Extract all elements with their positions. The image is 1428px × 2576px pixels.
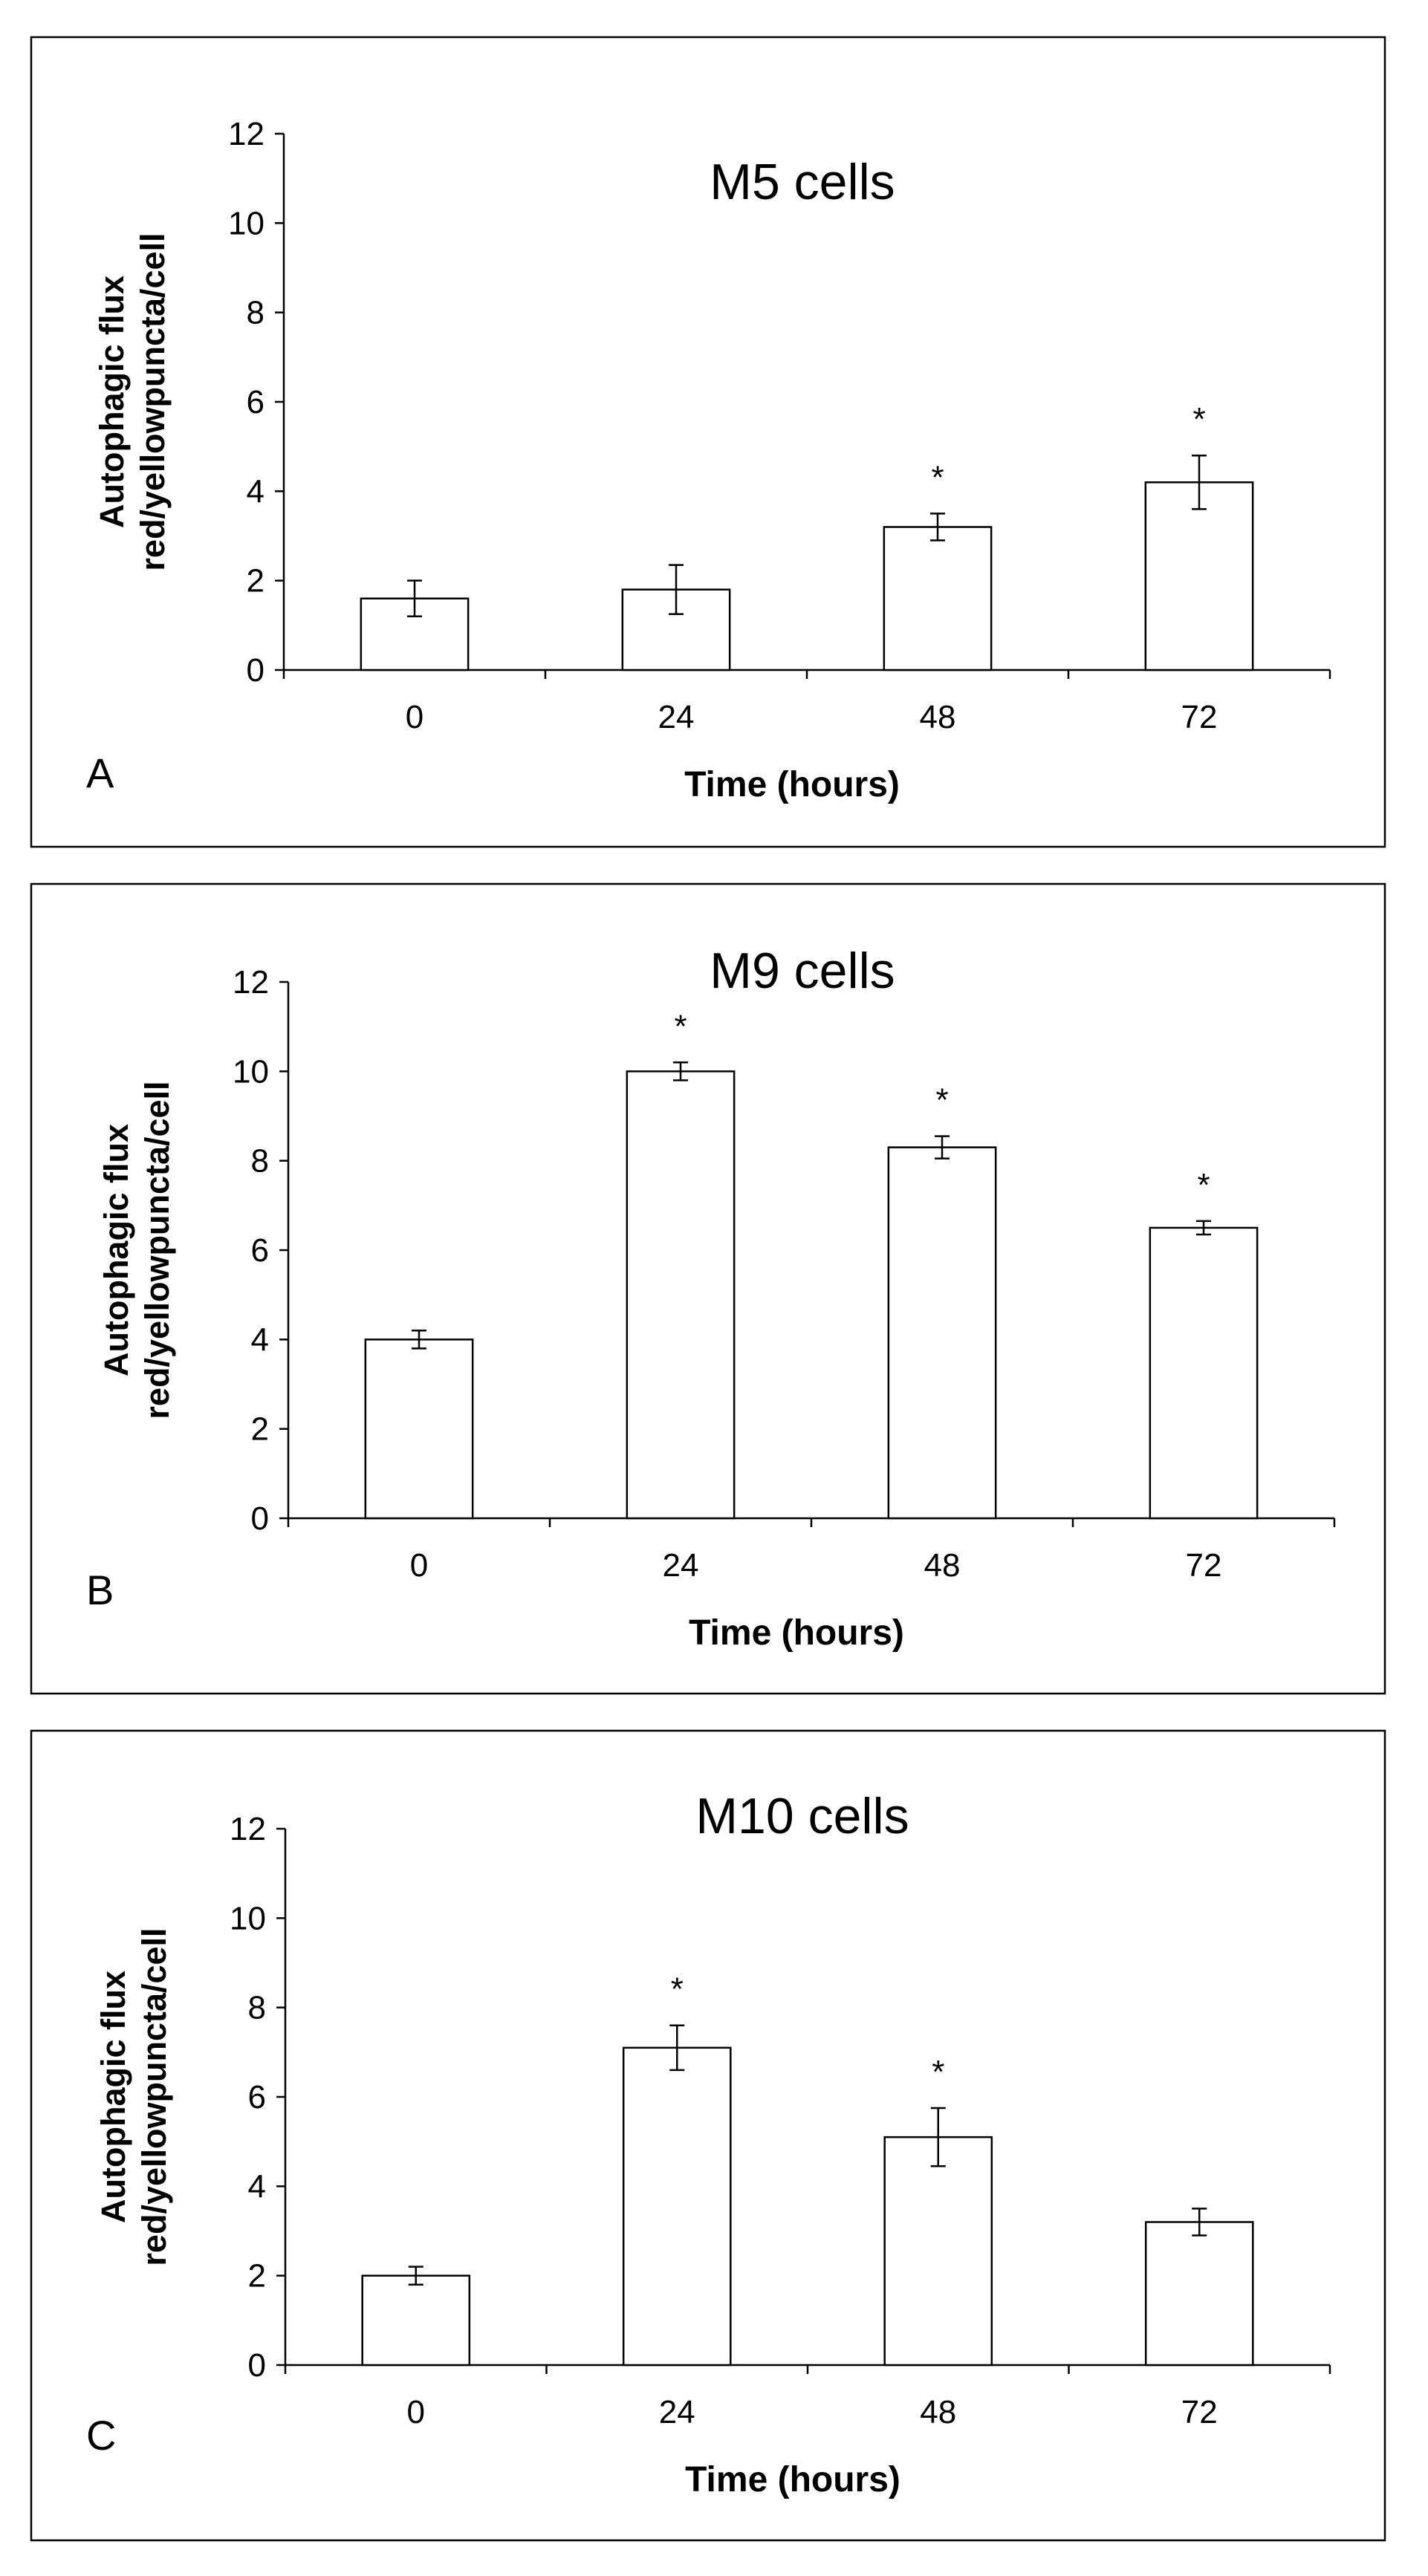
y-tick-label: 12 (230, 1811, 266, 1847)
x-tick-label: 0 (407, 2394, 425, 2430)
y-tick-label: 8 (248, 1990, 266, 2026)
y-tick-label: 0 (248, 2347, 266, 2384)
error-bar (669, 2024, 685, 2072)
bar-24h (626, 1070, 736, 1520)
x-tick-label: 72 (1181, 2394, 1218, 2430)
y-tick-label: 4 (251, 1321, 269, 1358)
y-tick-label: 4 (248, 2168, 266, 2205)
panel-letter: A (86, 749, 114, 796)
panel-letter: C (86, 2412, 116, 2459)
bar-48h (883, 526, 993, 671)
y-axis-label-line1: Autophagic flux (94, 1971, 132, 2223)
x-axis-label: Time (hours) (685, 2460, 900, 2499)
x-tick-label: 0 (410, 1547, 428, 1584)
y-axis-label-line2: red/yellowpuncta/cell (134, 232, 172, 570)
panel-letter: B (86, 1567, 114, 1613)
error-bar (930, 513, 945, 541)
x-tick-label: 48 (920, 2394, 956, 2430)
x-tick-label: 24 (663, 1547, 699, 1584)
error-bar (412, 1330, 426, 1350)
y-axis-label-line2: red/yellowpuncta/cell (135, 1928, 173, 2266)
y-tick-label: 4 (247, 473, 264, 510)
significance-marker: * (935, 1082, 948, 1119)
chart-title: M9 cells (710, 943, 895, 999)
y-axis-label-line1: Autophagic flux (97, 1124, 135, 1376)
bar-0h (361, 2274, 471, 2367)
significance-marker: * (932, 2054, 944, 2090)
x-tick-label: 24 (659, 2394, 695, 2430)
y-tick-label: 2 (247, 563, 264, 599)
error-bar (673, 1061, 688, 1082)
bar-48h (883, 2136, 993, 2367)
error-bar (669, 564, 684, 616)
chart-title: M5 cells (710, 154, 895, 210)
error-bar (408, 2266, 423, 2286)
y-tick-label: 2 (251, 1411, 269, 1448)
bar-0h (364, 1339, 474, 1520)
error-bar (407, 579, 422, 618)
error-bar (1192, 2208, 1207, 2237)
y-axis-label-line2: red/yellowpuncta/cell (138, 1081, 176, 1419)
significance-marker: * (1197, 1167, 1210, 1203)
y-tick-label: 6 (248, 2079, 266, 2115)
chart-title: M10 cells (695, 1788, 909, 1844)
significance-marker: * (1192, 401, 1205, 438)
error-bar (935, 1135, 950, 1159)
x-axis-label: Time (hours) (684, 765, 900, 804)
y-tick-label: 10 (230, 1900, 266, 1936)
y-tick-label: 6 (251, 1232, 269, 1269)
error-bar (1196, 1220, 1211, 1236)
x-tick-label: 0 (406, 699, 423, 735)
y-tick-label: 10 (228, 205, 264, 241)
bar-72h (1149, 1226, 1259, 1520)
y-tick-label: 8 (247, 295, 264, 331)
error-bar (930, 2107, 946, 2167)
significance-marker: * (674, 1008, 687, 1044)
y-tick-label: 12 (233, 964, 269, 1001)
y-tick-label: 8 (251, 1143, 269, 1180)
bar-72h (1144, 481, 1254, 671)
bar-72h (1144, 2221, 1254, 2367)
error-bar (1192, 454, 1207, 510)
y-tick-label: 10 (233, 1053, 269, 1090)
y-tick-label: 0 (247, 652, 264, 689)
panel-frame (30, 36, 1386, 848)
x-tick-label: 24 (658, 699, 695, 735)
y-tick-label: 12 (228, 116, 264, 152)
x-tick-label: 72 (1181, 699, 1218, 735)
y-tick-label: 2 (248, 2258, 266, 2294)
significance-marker: * (931, 459, 944, 495)
bar-48h (887, 1146, 997, 1520)
bar-24h (622, 2046, 732, 2367)
y-tick-label: 0 (251, 1500, 269, 1537)
x-axis-label: Time (hours) (689, 1613, 904, 1653)
y-axis-label-line1: Autophagic flux (93, 276, 131, 528)
significance-marker: * (671, 1971, 684, 2008)
y-tick-label: 6 (247, 384, 264, 420)
x-tick-label: 48 (924, 1547, 961, 1584)
x-tick-label: 48 (920, 699, 956, 735)
x-tick-label: 72 (1186, 1547, 1222, 1584)
